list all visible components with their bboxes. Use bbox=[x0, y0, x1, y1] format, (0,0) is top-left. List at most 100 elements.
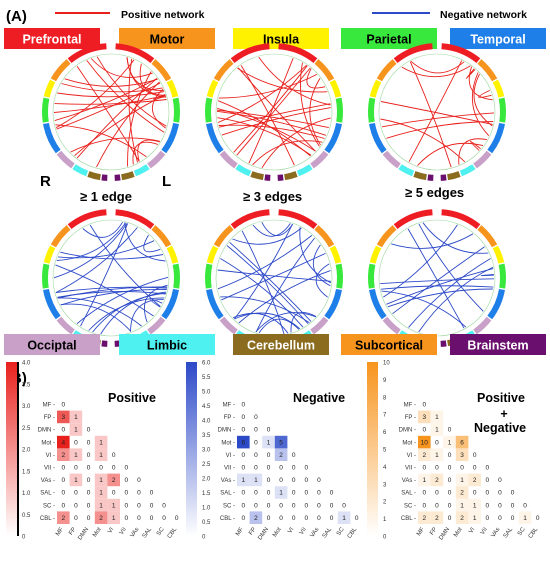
cell-fill bbox=[249, 511, 263, 524]
colorbar-tick: 2 bbox=[383, 500, 387, 506]
edge bbox=[391, 233, 474, 249]
matrix-cell: 0 bbox=[87, 427, 91, 434]
matrix-cell: 0 bbox=[317, 515, 321, 522]
cell-value: 0 bbox=[241, 465, 245, 472]
cell-value: 0 bbox=[317, 490, 321, 497]
row-label: SAL - bbox=[401, 491, 416, 497]
colorbar-tick: 3.0 bbox=[22, 404, 31, 410]
matrix-cell: 0 bbox=[74, 465, 78, 472]
cell-value: 0 bbox=[292, 477, 296, 484]
cell-value: 0 bbox=[254, 439, 258, 446]
matrix-cell: 1 bbox=[94, 448, 108, 461]
cell-value: 0 bbox=[162, 502, 166, 509]
edge bbox=[226, 245, 309, 325]
edge bbox=[237, 67, 316, 152]
matrix-cell: 6 bbox=[455, 435, 469, 449]
colorbar-tick: 0 bbox=[383, 535, 387, 541]
matrix-cell: 0 bbox=[137, 515, 141, 522]
cell-value: 2 bbox=[61, 515, 65, 522]
cell-value: 0 bbox=[267, 427, 271, 434]
cell-value: 1 bbox=[460, 477, 464, 484]
cell-value: 0 bbox=[267, 477, 271, 484]
cell-fill bbox=[430, 410, 444, 424]
colorbar-tick: 3.5 bbox=[202, 433, 211, 439]
cell-value: 2 bbox=[422, 515, 426, 522]
cell-value: 2 bbox=[435, 515, 439, 522]
cell-fill bbox=[69, 448, 83, 461]
cell-value: 0 bbox=[254, 414, 258, 421]
matrix-cell: 0 bbox=[292, 465, 296, 472]
edge bbox=[232, 227, 302, 245]
cell-value: 0 bbox=[435, 502, 439, 509]
cell-value: 0 bbox=[422, 402, 426, 409]
cell-value: 0 bbox=[485, 502, 489, 509]
panel-a-letter: (A) bbox=[6, 8, 27, 25]
edge bbox=[418, 223, 484, 312]
cell-value: 0 bbox=[448, 427, 452, 434]
ring-segment bbox=[115, 209, 155, 230]
ring-segment bbox=[329, 79, 342, 98]
row-label: VAs - bbox=[402, 478, 416, 484]
edge bbox=[55, 286, 168, 293]
matrix-cell: 0 bbox=[137, 502, 141, 509]
matrix-cell: 0 bbox=[448, 427, 452, 434]
edge bbox=[408, 60, 463, 162]
cell-value: 0 bbox=[87, 502, 91, 509]
cell-fill bbox=[57, 435, 70, 449]
edge bbox=[76, 77, 158, 159]
edge bbox=[56, 222, 127, 261]
cell-value: 1 bbox=[99, 477, 103, 484]
region-name: Prefrontal bbox=[22, 33, 81, 47]
cell-value: 10 bbox=[421, 439, 429, 446]
edge bbox=[127, 71, 152, 167]
matrix-cell: 0 bbox=[448, 502, 452, 509]
edge bbox=[299, 227, 332, 284]
cell-value: 0 bbox=[241, 414, 245, 421]
cell-value: 0 bbox=[422, 502, 426, 509]
positive-legend-label: Positive network bbox=[121, 9, 205, 21]
cell-value: 1 bbox=[460, 502, 464, 509]
matrix-cell: 0 bbox=[175, 515, 179, 522]
row-label: VII - bbox=[224, 466, 235, 472]
cell-fill bbox=[418, 435, 431, 449]
ring-segment bbox=[67, 43, 107, 64]
matrix-cell: 0 bbox=[124, 465, 128, 472]
cell-value: 0 bbox=[124, 477, 128, 484]
colorbar-tick: 0.5 bbox=[22, 513, 31, 519]
cell-fill bbox=[237, 435, 250, 449]
ring-segment bbox=[206, 288, 224, 320]
ring-segment bbox=[369, 245, 382, 264]
cell-fill bbox=[337, 511, 351, 524]
cell-value: 0 bbox=[87, 439, 91, 446]
ring-segment bbox=[230, 43, 270, 64]
row-label: FP - bbox=[224, 415, 235, 421]
matrix-cell: 0 bbox=[355, 515, 359, 522]
edge bbox=[88, 297, 165, 331]
matrix-cell: 0 bbox=[162, 515, 166, 522]
matrix-cell: 1 bbox=[107, 498, 120, 512]
ring-segment bbox=[368, 263, 376, 289]
matrix-cell: 0 bbox=[254, 465, 258, 472]
inner-ring bbox=[378, 53, 496, 171]
hemisphere-left-label: L bbox=[162, 173, 171, 190]
edge bbox=[56, 82, 161, 130]
cell-value: 0 bbox=[124, 465, 128, 472]
cell-value: 1 bbox=[241, 477, 245, 484]
cell-value: 0 bbox=[112, 490, 116, 497]
matrix-cell: 0 bbox=[448, 477, 452, 484]
ring-segment bbox=[250, 171, 264, 181]
cell-value: 0 bbox=[61, 502, 65, 509]
matrix-title-plus: + bbox=[500, 407, 507, 421]
region-limbic: Limbic bbox=[119, 334, 215, 355]
edge bbox=[132, 141, 159, 165]
matrix-cell: 1 bbox=[94, 473, 108, 487]
cell-value: 1 bbox=[74, 427, 78, 434]
edge bbox=[380, 101, 493, 125]
colorbar-tick: 8 bbox=[383, 395, 387, 401]
cell-fill bbox=[57, 448, 70, 461]
connectogram-positive-3 bbox=[368, 43, 506, 181]
cell-value: 0 bbox=[435, 439, 439, 446]
ring-segment bbox=[441, 43, 481, 64]
cell-value: 0 bbox=[485, 490, 489, 497]
matrix-cell: 0 bbox=[448, 515, 452, 522]
